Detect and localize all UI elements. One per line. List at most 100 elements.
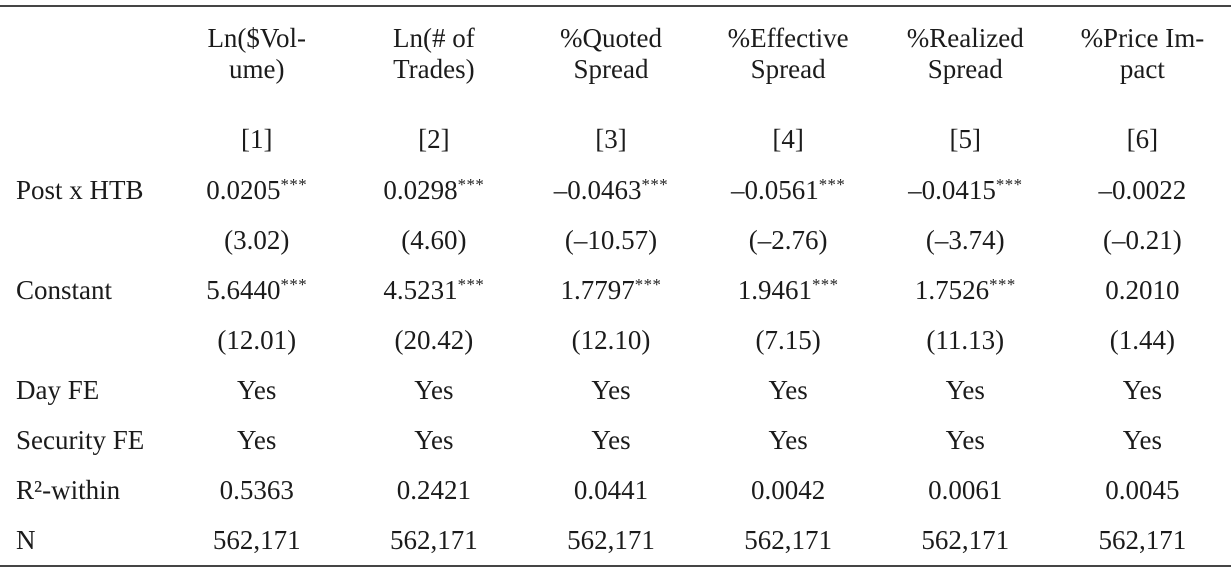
table-cell: (7.15)	[700, 315, 877, 365]
cell-value: Yes	[414, 374, 454, 405]
cell-value: 1.7526	[914, 274, 990, 305]
table-cell: –0.0463***	[522, 165, 699, 215]
cell-value: 0.5363	[219, 474, 294, 505]
column-header-line2: Spread	[750, 54, 826, 84]
cell-value: Yes	[945, 374, 985, 405]
cell-value: 562,171	[1098, 524, 1187, 555]
table-cell: Yes	[877, 365, 1054, 415]
table-cell: 562,171	[522, 515, 699, 566]
table-cell: (1.44)	[1054, 315, 1231, 365]
row-label	[0, 215, 168, 265]
cell-value: (–0.21)	[1103, 224, 1182, 255]
table-cell: (–0.21)	[1054, 215, 1231, 265]
cell-value: 0.0061	[928, 474, 1003, 505]
significance-stars: ***	[280, 174, 308, 194]
column-header-line1: %Realized	[906, 23, 1024, 53]
table-cell: –0.0022	[1054, 165, 1231, 215]
cell-value: (1.44)	[1109, 324, 1176, 355]
column-header-line1: %Quoted	[559, 23, 662, 53]
cell-value: Yes	[414, 424, 454, 455]
cell-value: 5.6440	[206, 274, 281, 305]
cell-value: 562,171	[389, 524, 478, 555]
table-cell: 1.7526***	[877, 265, 1054, 315]
table-cell: 1.7797***	[522, 265, 699, 315]
cell-value: 0.2010	[1105, 274, 1180, 305]
table-cell: Yes	[522, 365, 699, 415]
table-row: Security FE Yes Yes Yes Yes Yes Yes	[0, 415, 1231, 465]
cell-value: Yes	[1122, 424, 1163, 455]
cell-value: 0.0045	[1105, 474, 1180, 505]
column-header-line1: %Price Im-	[1080, 23, 1205, 53]
cell-value: Yes	[768, 374, 808, 405]
table-cell: 0.0042	[700, 465, 877, 515]
cell-value: (–2.76)	[748, 224, 828, 255]
cell-value: 562,171	[212, 524, 301, 555]
cell-value: (7.15)	[755, 324, 821, 355]
cell-value: Yes	[591, 424, 631, 455]
table-cell: Yes	[700, 365, 877, 415]
table-cell: 562,171	[700, 515, 877, 566]
table-cell: Yes	[522, 415, 699, 465]
cell-value: 0.2421	[396, 474, 471, 505]
table-cell: (20.42)	[345, 315, 522, 365]
table-body: Post x HTB 0.0205*** 0.0298*** –0.0463*** –0…	[0, 165, 1231, 566]
column-header-line2: ume)	[228, 54, 285, 84]
column-header-line1: %Effective	[727, 23, 849, 53]
table-cell: (11.13)	[877, 315, 1054, 365]
table-cell: –0.0561***	[700, 165, 877, 215]
table-cell: 562,171	[1054, 515, 1231, 566]
column-number-cell: [6]	[1126, 123, 1159, 154]
column-number-cell: [4]	[772, 123, 804, 154]
cell-value: (20.42)	[394, 324, 474, 355]
table-row: Constant 5.6440*** 4.5231*** 1.7797*** 1.946…	[0, 265, 1231, 315]
table-cell: Yes	[877, 415, 1054, 465]
column-number-cell: [5]	[949, 123, 981, 154]
significance-stars: ***	[818, 174, 846, 194]
column-header-5: %Realized Spread	[877, 6, 1054, 113]
table-cell: Yes	[345, 415, 522, 465]
cell-value: (12.10)	[571, 324, 651, 355]
row-label: Day FE	[16, 374, 100, 405]
table-row: (12.01) (20.42) (12.10) (7.15) (11.13) (1.44)	[0, 315, 1231, 365]
table-cell: 0.2010	[1054, 265, 1231, 315]
row-label: N	[16, 524, 36, 555]
significance-stars: ***	[457, 174, 485, 194]
row-label	[0, 315, 168, 365]
cell-value: (12.01)	[217, 324, 297, 355]
cell-value: –0.0415	[908, 174, 996, 205]
cell-value: –0.0463	[553, 174, 642, 205]
cell-value: 562,171	[744, 524, 832, 555]
table-cell: (12.10)	[522, 315, 699, 365]
cell-value: 0.0205	[206, 174, 281, 205]
cell-value: Yes	[591, 374, 631, 405]
significance-stars: ***	[995, 174, 1023, 194]
table-cell: (12.01)	[168, 315, 345, 365]
table-row: N 562,171 562,171 562,171 562,171 562,171 562,…	[0, 515, 1231, 566]
table-cell: 0.0441	[522, 465, 699, 515]
cell-value: Yes	[945, 424, 985, 455]
table-cell: 562,171	[168, 515, 345, 566]
table-cell: (–3.74)	[877, 215, 1054, 265]
row-label: Constant	[16, 274, 113, 305]
table-cell: 5.6440***	[168, 265, 345, 315]
cell-value: 1.9461	[737, 274, 812, 305]
cell-value: 0.0298	[383, 174, 458, 205]
cell-value: (4.60)	[401, 224, 467, 255]
significance-stars: ***	[634, 274, 662, 294]
significance-stars: ***	[641, 174, 669, 194]
table-cell: –0.0415***	[877, 165, 1054, 215]
cell-value: Yes	[237, 374, 277, 405]
cell-value: 4.5231	[383, 274, 458, 305]
table-cell: Yes	[1054, 365, 1231, 415]
significance-stars: ***	[457, 274, 485, 294]
header-row-column-numbers: [1] [2] [3] [4] [5] [6]	[0, 113, 1231, 165]
table-cell: 1.9461***	[700, 265, 877, 315]
row-label: Security FE	[16, 424, 145, 455]
cell-value: 1.7797	[560, 274, 635, 305]
cell-value: Yes	[768, 424, 808, 455]
cell-value: 0.0042	[750, 474, 826, 505]
table-row: R²-within 0.5363 0.2421 0.0441 0.0042 0.0061 0…	[0, 465, 1231, 515]
cell-value: (–10.57)	[564, 224, 658, 255]
column-header-6: %Price Im-pact	[1054, 6, 1231, 113]
